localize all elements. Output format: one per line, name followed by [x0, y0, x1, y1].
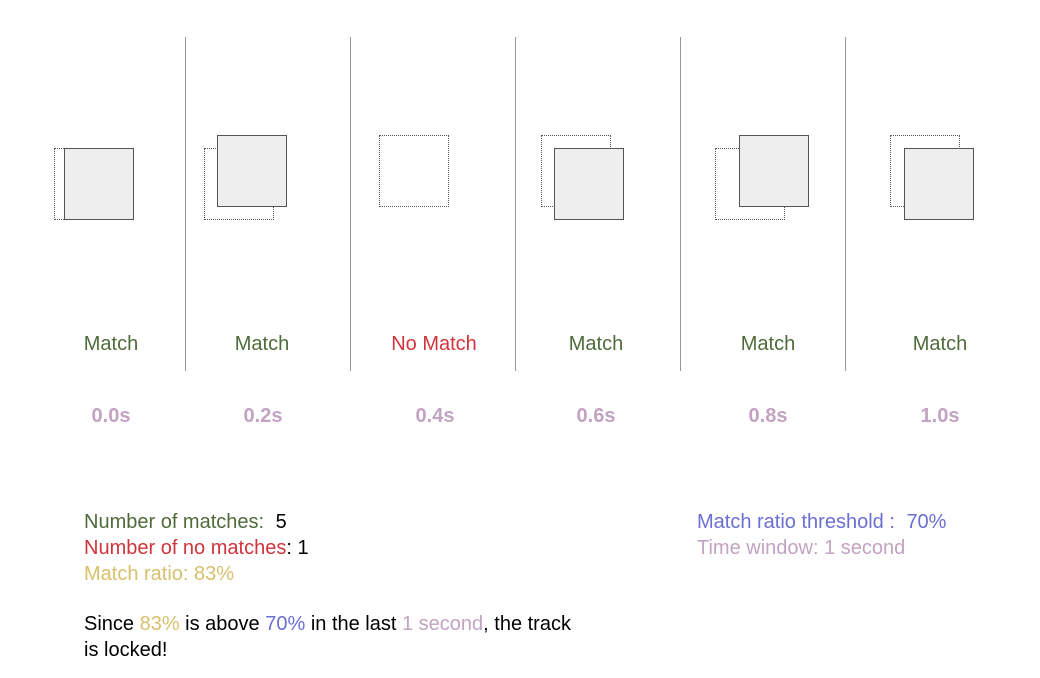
- no-matches-label: Number of no matches: [84, 537, 287, 559]
- frame-status-label: Match: [912, 333, 968, 355]
- frame-time-label: 1.0s: [920, 405, 960, 427]
- frame-time-label: 0.4s: [415, 405, 455, 427]
- threshold-label: Match ratio threshold :: [697, 511, 895, 533]
- conclusion-part: is above: [179, 613, 266, 635]
- frame-time-label: 0.8s: [748, 405, 788, 427]
- frame-time-label: 0.2s: [243, 405, 283, 427]
- match-ratio: Match ratio: 83%: [84, 563, 235, 585]
- frame-status-label: Match: [568, 333, 624, 355]
- threshold-value: 70%: [906, 511, 947, 533]
- frame-divider-1: [185, 37, 186, 371]
- conclusion-threshold: 70%: [265, 613, 306, 635]
- no-matches-value: : 1: [286, 537, 309, 559]
- match-stats: Number of matches: 5 Number of no matche…: [84, 509, 309, 587]
- conclusion-ratio: 83%: [139, 613, 180, 635]
- detected-box: [739, 135, 809, 207]
- conclusion-window: 1 second: [401, 613, 484, 635]
- detected-box: [904, 148, 974, 220]
- frame-divider-2: [350, 37, 351, 371]
- no-matches-row: Number of no matches: 1: [84, 535, 309, 561]
- frame-status-label: No Match: [391, 333, 477, 355]
- frame-divider-5: [845, 37, 846, 371]
- conclusion-text: Since 83% is above 70% in the last 1 sec…: [84, 611, 584, 663]
- lock-parameters: Match ratio threshold : 70% Time window:…: [697, 509, 946, 561]
- frame-status-label: Match: [234, 333, 290, 355]
- detected-box: [64, 148, 134, 220]
- matches-row: Number of matches: 5: [84, 509, 309, 535]
- time-window: Time window: 1 second: [697, 537, 906, 559]
- predicted-box: [379, 135, 449, 207]
- detected-box: [217, 135, 287, 207]
- frame-status-label: Match: [740, 333, 796, 355]
- conclusion-part: Since: [84, 613, 140, 635]
- conclusion-part: , the track is locked!: [84, 613, 571, 661]
- matches-value: 5: [275, 511, 287, 533]
- frame-status-label: Match: [83, 333, 139, 355]
- frame-divider-4: [680, 37, 681, 371]
- conclusion-part: in the last: [305, 613, 402, 635]
- frame-time-label: 0.0s: [91, 405, 131, 427]
- frame-time-label: 0.6s: [576, 405, 616, 427]
- threshold-row: Match ratio threshold : 70%: [697, 509, 946, 535]
- detected-box: [554, 148, 624, 220]
- frame-divider-3: [515, 37, 516, 371]
- matches-label: Number of matches:: [84, 511, 265, 533]
